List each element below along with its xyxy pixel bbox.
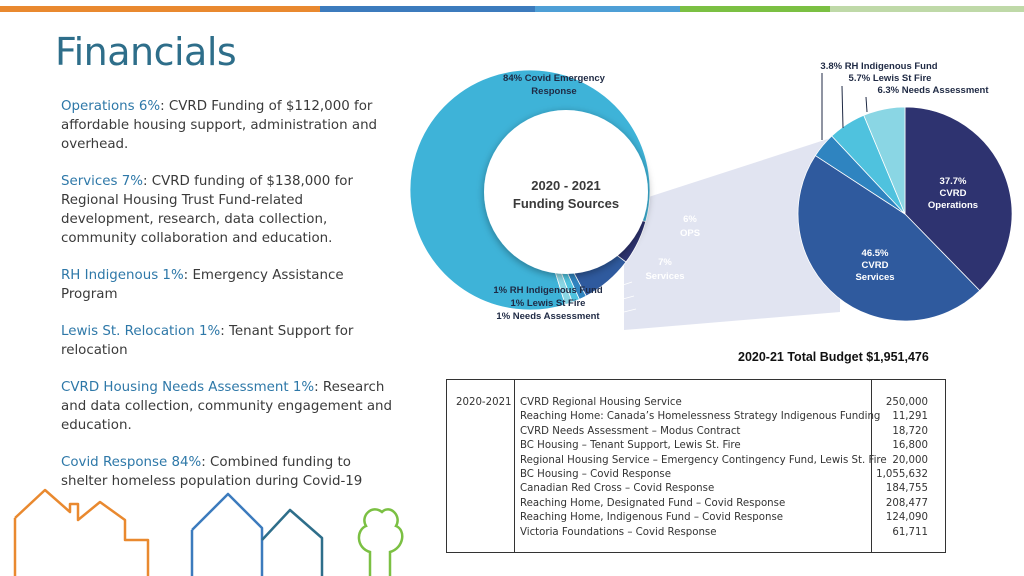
description-text: : Emergency Assistance Program: [61, 268, 344, 302]
description-covid: Covid Response 84%: Combined funding to …: [61, 453, 396, 491]
budget-description-column: CVRD Regional Housing Service Reaching Ho…: [515, 380, 887, 552]
description-needs-assessment: CVRD Housing Needs Assessment 1%: Resear…: [61, 378, 396, 435]
budget-row-amount: 61,711: [892, 526, 928, 538]
cvrd-operations-label: 37.7%: [940, 176, 967, 187]
chart-labels: 84% Covid Emergency Response 2020 - 2021 Fu…: [493, 61, 989, 322]
cvrd-operations-label: Operations: [928, 200, 978, 211]
donut-center-title: Funding Sources: [513, 196, 619, 211]
description-label: Services 7%: [61, 174, 143, 189]
description-rh-indigenous: RH Indigenous 1%: Emergency Assistance P…: [61, 266, 396, 304]
slice-cvrd-services: [797, 154, 981, 322]
small-slice-leader-line: [607, 281, 633, 291]
budget-row-amount: 20,000: [892, 454, 928, 466]
ops-slice-label: 6%: [683, 214, 697, 225]
budget-row-description: CVRD Regional Housing Service: [520, 397, 682, 408]
budget-row-amount: 1,055,632: [876, 468, 928, 480]
description-operations: Operations 6%: CVRD Funding of $112,000 …: [61, 97, 396, 154]
top-bar-segment: [320, 6, 535, 12]
budget-row-description: Reaching Home, Designated Fund – Covid R…: [520, 497, 786, 509]
budget-row-description: BC Housing – Covid Response: [520, 468, 671, 480]
budget-year: 2020-2021: [456, 397, 512, 408]
budget-row-amount: 18,720: [892, 425, 928, 437]
budget-row-amount: 11,291: [892, 411, 928, 423]
description-text: : CVRD Funding of $112,000 for affordabl…: [61, 99, 378, 152]
top-bar-segment: [0, 6, 320, 12]
page-title: Financials: [55, 30, 237, 74]
covid-slice-label: 84% Covid Emergency: [503, 73, 606, 84]
description-text: : Combined funding to shelter homeless p…: [61, 455, 363, 489]
budget-total-title: 2020-21 Total Budget $1,951,476: [738, 350, 929, 364]
description-text: : Research and data collection, communit…: [61, 380, 393, 433]
donut-center-disc: [484, 110, 648, 274]
house-outline-illustration: [13, 488, 404, 576]
budget-row-amount: 250,000: [885, 397, 928, 408]
description-label: Operations 6%: [61, 99, 161, 114]
budget-row-description: Regional Housing Service – Emergency Con…: [520, 454, 887, 466]
callout-label: 5.7% Lewis St Fire: [849, 73, 932, 84]
small-slice-label: 1% RH Indigenous Fund: [493, 285, 602, 296]
description-label: RH Indigenous 1%: [61, 268, 184, 283]
description-label: Covid Response 84%: [61, 455, 202, 470]
budget-row-description: BC Housing – Tenant Support, Lewis St. F…: [520, 440, 741, 452]
budget-row-amount: 184,755: [885, 483, 928, 495]
budget-row-amount: 16,800: [892, 440, 928, 452]
zoom-connector: [624, 135, 840, 330]
small-slice-label: 1% Needs Assessment: [496, 311, 600, 322]
cvrd-services-label: CVRD: [862, 260, 889, 271]
budget-row-description: CVRD Needs Assessment – Modus Contract: [520, 425, 741, 437]
slice-needs-assessment: [863, 106, 906, 215]
budget-row-amount: 208,477: [885, 497, 928, 509]
covid-slice-label: Response: [531, 86, 576, 97]
top-bar-segment: [535, 6, 680, 12]
cvrd-breakdown-pie: [797, 106, 1013, 322]
cvrd-services-label: Services: [855, 272, 894, 283]
top-bar-segment: [830, 6, 1024, 12]
callout-label: 3.8% RH Indigenous Fund: [820, 61, 937, 72]
small-slice-leader-line: [607, 295, 635, 304]
budget-year-column: 2020-2021: [447, 380, 515, 552]
budget-row-description: Victoria Foundations – Covid Response: [520, 526, 717, 538]
budget-row-description: Canadian Red Cross – Covid Response: [520, 483, 715, 495]
donut-center-title: 2020 - 2021: [531, 178, 600, 193]
callout-leader-line: [865, 96, 868, 113]
cvrd-operations-label: CVRD: [940, 188, 967, 199]
cvrd-services-label: 46.5%: [862, 248, 889, 259]
top-color-bar: [0, 6, 1024, 12]
description-text: : Tenant Support for relocation: [61, 324, 354, 358]
description-text: : CVRD funding of $138,000 for Regional …: [61, 174, 353, 246]
description-label: CVRD Housing Needs Assessment 1%: [61, 380, 315, 395]
slice-cvrd-operations: [904, 106, 1013, 292]
description-services: Services 7%: CVRD funding of $138,000 fo…: [61, 172, 396, 248]
services-slice-label: Services: [645, 271, 684, 282]
budget-row-description: Reaching Home, Indigenous Fund – Covid R…: [520, 512, 784, 524]
budget-amount-column: 250,000 11,291 18,720 16,800 20,000 1,055,632…: [872, 380, 945, 552]
callout-label: 6.3% Needs Assessment: [877, 85, 989, 96]
funding-descriptions: Operations 6%: CVRD Funding of $112,000 …: [61, 97, 396, 509]
callout-leader-line: [841, 85, 844, 129]
budget-table: 2020-2021 CVRD Regional Housing Service R…: [446, 379, 946, 553]
description-label: Lewis St. Relocation 1%: [61, 324, 221, 339]
description-lewis-st: Lewis St. Relocation 1%: Tenant Support …: [61, 322, 396, 360]
small-slice-label: 1% Lewis St Fire: [511, 298, 586, 309]
small-slice-leader-line: [607, 308, 637, 317]
budget-row-description: Reaching Home: Canada’s Homelessness Str…: [520, 411, 881, 423]
top-bar-segment: [680, 6, 830, 12]
ops-slice-label: OPS: [680, 228, 700, 239]
services-slice-label: 7%: [658, 257, 672, 268]
budget-row-amount: 124,090: [885, 512, 928, 524]
